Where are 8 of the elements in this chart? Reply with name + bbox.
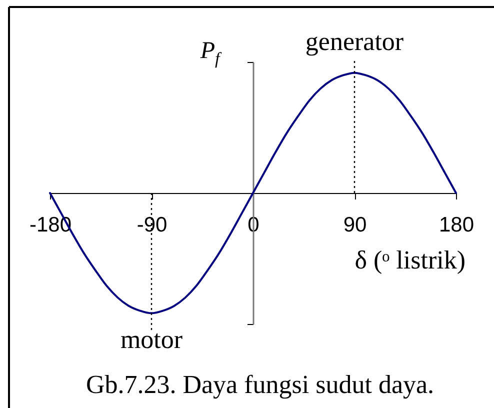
- ref-line-label: generator: [305, 27, 404, 56]
- x-tick-label: 90: [343, 214, 367, 236]
- x-tick-label: 0: [248, 214, 260, 236]
- text: Gb.7.23. Daya fungsi sudut daya.: [86, 370, 434, 399]
- x-axis-title: δ (ᵒ listrik): [354, 246, 466, 274]
- x-tick-label: 180: [438, 214, 474, 236]
- x-tick-label: -90: [136, 214, 168, 236]
- ref-line-label: motor: [120, 325, 183, 354]
